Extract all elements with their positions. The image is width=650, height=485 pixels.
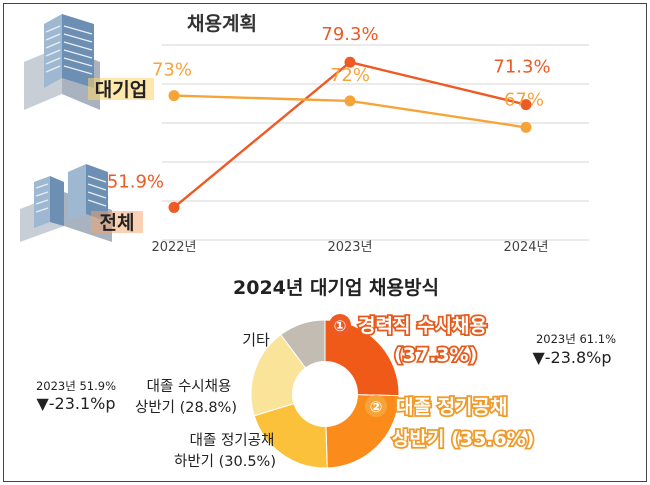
data-point (344, 95, 356, 107)
line-chart-title: 채용계획 (187, 13, 257, 35)
line-chart-gridlines (162, 44, 589, 241)
right-note-change: ▼-23.8%p (532, 348, 611, 367)
data-point (168, 201, 180, 213)
line-chart: 채용계획 대기업 전체 51.9% 79.3% 71.3% 73% 72% 67% 202… (20, 13, 589, 255)
data-label: 73% (152, 60, 192, 81)
data-point (168, 90, 180, 102)
career-number-badge (329, 314, 351, 336)
other-label: 기타 (242, 331, 270, 349)
infographic-canvas: 채용계획 대기업 전체 51.9% 79.3% 71.3% 73% 72% 67% 202… (20, 13, 616, 470)
overall-label-highlight (91, 211, 143, 233)
career-number: ① (334, 317, 347, 335)
newgrad-h2-label: 대졸 정기공채 (190, 432, 275, 449)
line-value-labels: 51.9% 79.3% 71.3% 73% 72% 67% (107, 24, 551, 192)
left-note-change: ▼-23.1%p (36, 394, 115, 413)
overall-buildings-icon (20, 164, 112, 242)
large-firms-series-label: 대기업 (95, 79, 147, 101)
large-firm-building-icon (24, 14, 100, 110)
newgrad-h1-number: ② (370, 398, 383, 416)
x-tick-label: 2023년 (327, 240, 372, 255)
right-note-year: 2023년 61.1% (536, 332, 616, 346)
newgrad-h1-label: 대졸 정기공채 (396, 396, 508, 418)
data-label: 79.3% (321, 24, 378, 45)
rolling-label: 대졸 수시채용 (147, 378, 232, 395)
newgrad-h1-percent: 상반기 (35.6%) (392, 428, 534, 450)
career-label: 경력직 수시채용 (358, 315, 487, 337)
career-percent: (37.3%) (394, 344, 477, 366)
newgrad-h2-percent: 하반기 (30.5%) (174, 453, 276, 470)
left-note-year: 2023년 51.9% (36, 379, 116, 393)
data-point (520, 99, 532, 111)
data-point (520, 121, 532, 133)
pie-center-hole (292, 361, 358, 427)
data-label: 72% (330, 65, 370, 86)
newgrad-h1-number-badge (365, 395, 387, 417)
data-label: 71.3% (493, 57, 550, 78)
data-point (344, 56, 356, 68)
infographic-frame: 채용계획 대기업 전체 51.9% 79.3% 71.3% 73% 72% 67% 202… (3, 3, 647, 482)
data-label: 67% (504, 89, 544, 110)
x-tick-label: 2024년 (503, 240, 548, 255)
large-firms-label-highlight (88, 78, 154, 100)
line-x-tick-labels: 2022년 2023년 2024년 (151, 240, 548, 255)
line-series-group (168, 56, 532, 213)
x-tick-label: 2022년 (151, 240, 196, 255)
pie-chart-title: 2024년 대기업 채용방식 (233, 277, 439, 299)
overall-series-label: 전체 (100, 212, 135, 234)
rolling-percent: 상반기 (28.8%) (135, 399, 237, 416)
data-label: 51.9% (107, 171, 164, 192)
pie-chart: 2024년 대기업 채용방식 기타 ① 경력직 수시채용 (37.3%) ② 대… (36, 277, 616, 470)
